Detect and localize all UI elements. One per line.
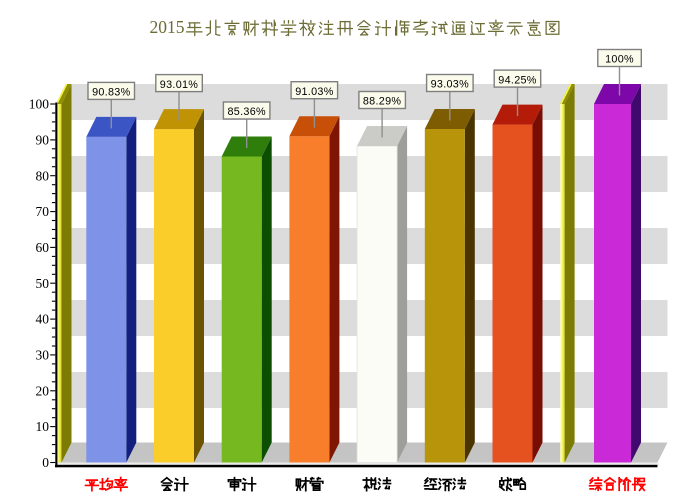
svg-text:85.36%: 85.36%: [227, 106, 266, 118]
svg-text:60: 60: [36, 240, 50, 255]
svg-text:80: 80: [36, 168, 50, 183]
svg-text:40: 40: [36, 312, 50, 327]
svg-text:100: 100: [29, 97, 50, 112]
svg-text:88.29%: 88.29%: [363, 96, 402, 108]
svg-text:93.03%: 93.03%: [431, 79, 470, 91]
svg-text:70: 70: [36, 204, 50, 219]
svg-text:0: 0: [42, 455, 49, 470]
svg-text:91.03%: 91.03%: [295, 86, 334, 98]
svg-text:50: 50: [36, 276, 50, 291]
svg-text:20: 20: [36, 383, 50, 398]
svg-text:2015: 2015: [150, 17, 185, 37]
svg-text:100%: 100%: [605, 54, 634, 66]
svg-text:93.01%: 93.01%: [160, 79, 199, 91]
svg-text:94.25%: 94.25%: [498, 74, 537, 86]
svg-text:10: 10: [36, 419, 50, 434]
svg-text:30: 30: [36, 348, 50, 363]
svg-text:90.83%: 90.83%: [92, 87, 131, 99]
svg-text:90: 90: [36, 133, 50, 148]
